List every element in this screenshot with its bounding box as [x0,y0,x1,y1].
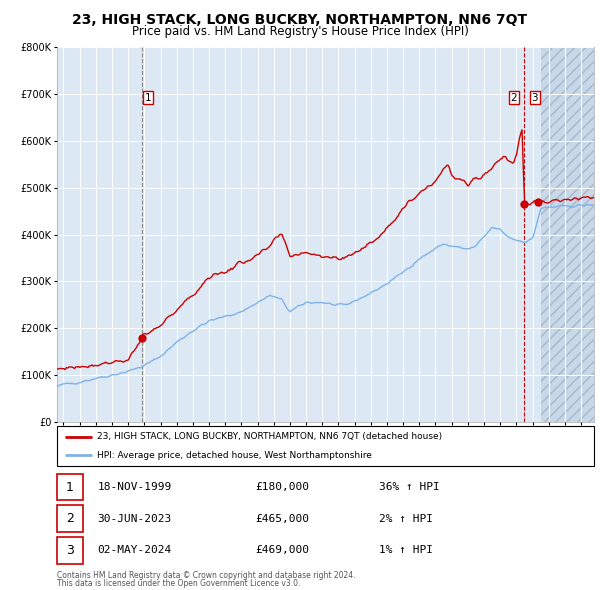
FancyBboxPatch shape [57,537,83,563]
Text: 23, HIGH STACK, LONG BUCKBY, NORTHAMPTON, NN6 7QT (detached house): 23, HIGH STACK, LONG BUCKBY, NORTHAMPTON… [97,432,442,441]
Text: 30-JUN-2023: 30-JUN-2023 [97,514,172,523]
FancyBboxPatch shape [57,474,83,500]
Text: 3: 3 [66,543,74,556]
Text: This data is licensed under the Open Government Licence v3.0.: This data is licensed under the Open Gov… [57,579,301,588]
Text: £465,000: £465,000 [256,514,310,523]
Text: 3: 3 [532,93,538,103]
Text: 2% ↑ HPI: 2% ↑ HPI [379,514,433,523]
Text: Contains HM Land Registry data © Crown copyright and database right 2024.: Contains HM Land Registry data © Crown c… [57,571,355,579]
Text: 18-NOV-1999: 18-NOV-1999 [97,482,172,492]
Text: £180,000: £180,000 [256,482,310,492]
Bar [541,47,594,422]
Text: 1% ↑ HPI: 1% ↑ HPI [379,545,433,555]
Text: 02-MAY-2024: 02-MAY-2024 [97,545,172,555]
Bar [541,47,594,422]
Text: 36% ↑ HPI: 36% ↑ HPI [379,482,440,492]
Text: £469,000: £469,000 [256,545,310,555]
Text: HPI: Average price, detached house, West Northamptonshire: HPI: Average price, detached house, West… [97,451,372,460]
Text: 23, HIGH STACK, LONG BUCKBY, NORTHAMPTON, NN6 7QT: 23, HIGH STACK, LONG BUCKBY, NORTHAMPTON… [73,13,527,27]
Text: 1: 1 [66,481,74,494]
Text: 1: 1 [145,93,151,103]
FancyBboxPatch shape [57,505,83,532]
FancyBboxPatch shape [57,426,594,466]
Text: Price paid vs. HM Land Registry's House Price Index (HPI): Price paid vs. HM Land Registry's House … [131,25,469,38]
Text: 2: 2 [511,93,517,103]
Text: 2: 2 [66,512,74,525]
